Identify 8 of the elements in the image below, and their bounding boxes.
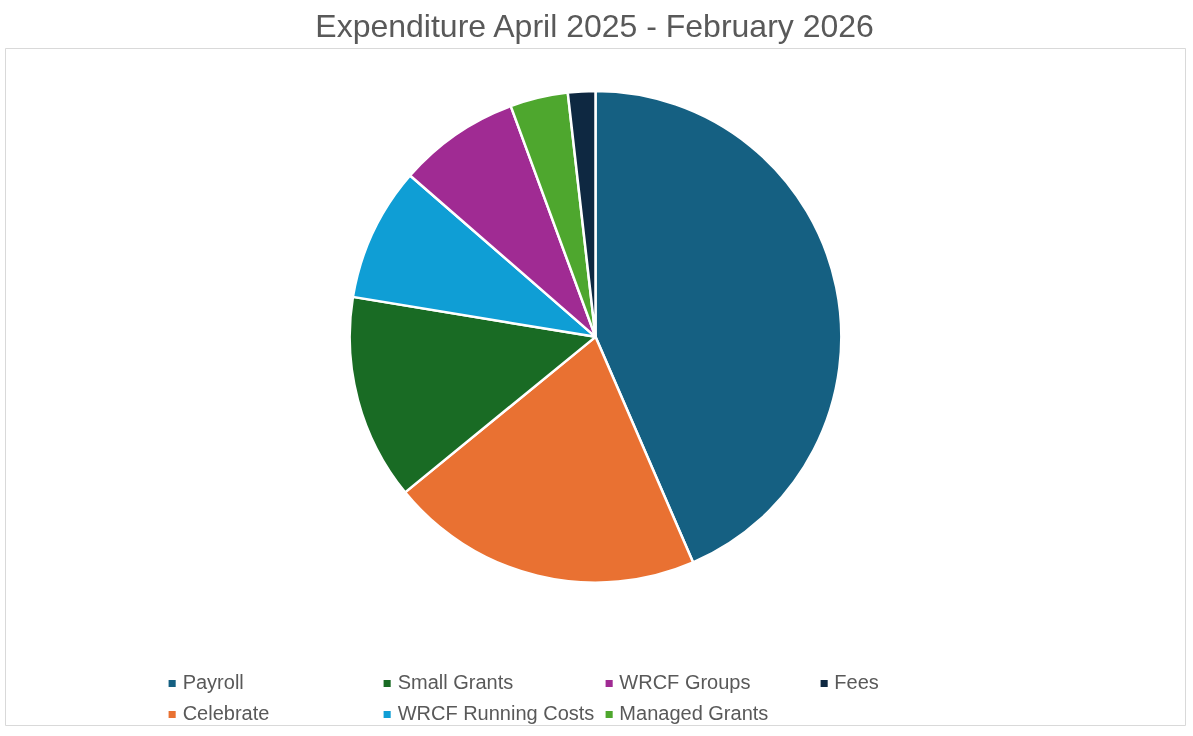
legend-label: Managed Grants (619, 702, 770, 725)
legend-label: WRCF Groups (619, 671, 752, 694)
legend-label: WRCF Running Costs (397, 702, 595, 725)
legend-label: Payroll (182, 671, 245, 694)
chart-title: Expenditure April 2025 - February 2026 (315, 7, 874, 44)
legend-label: Fees (834, 671, 880, 694)
legend-label: Small Grants (397, 671, 515, 694)
legend-label: Celebrate (182, 702, 271, 725)
